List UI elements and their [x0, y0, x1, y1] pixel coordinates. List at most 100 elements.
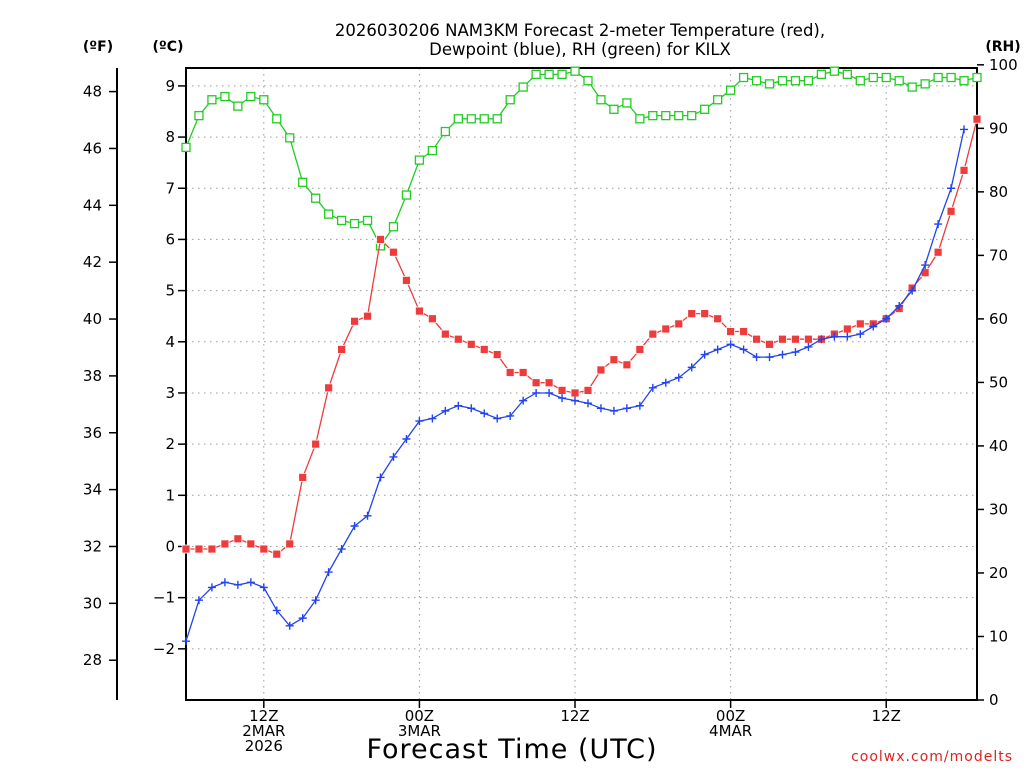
rh-tick-label-50: 50 [989, 373, 1008, 391]
rh-point-52 [855, 76, 865, 86]
c-tick-label-1: 1 [165, 486, 175, 504]
temperature-point-35 [635, 345, 645, 354]
temperature-point-7 [272, 549, 282, 559]
dewpoint-point-59 [947, 184, 956, 193]
rh-tick-label-60: 60 [989, 310, 1008, 328]
dewpoint-point-1 [194, 596, 203, 605]
dewpoint-point-28 [545, 388, 554, 397]
dewpoint-point-54 [882, 314, 891, 323]
c-tick-label-2: 2 [165, 435, 175, 453]
dewpoint-point-11 [324, 568, 333, 577]
dewpoint-point-55 [895, 301, 904, 310]
temperature-point-61 [972, 114, 982, 124]
rh-point-60 [959, 76, 969, 86]
dewpoint-point-44 [752, 353, 761, 362]
dewpoint-point-10 [311, 596, 320, 605]
rh-point-5 [246, 91, 256, 102]
rh-point-36 [648, 110, 658, 121]
temperature-point-28 [544, 378, 554, 388]
dewpoint-point-3 [220, 578, 229, 587]
temperature-point-58 [933, 247, 943, 257]
rh-point-2 [207, 95, 217, 105]
temperature-point-0 [181, 544, 191, 554]
dewpoint-point-5 [246, 578, 255, 587]
rh-point-16 [388, 222, 399, 232]
rh-point-34 [622, 98, 632, 108]
rh-point-24 [492, 114, 502, 124]
rh-point-53 [868, 72, 878, 83]
rh-point-4 [233, 101, 243, 111]
dewpoint-point-9 [298, 614, 307, 623]
dewpoint-point-27 [532, 388, 541, 397]
temperature-point-36 [648, 329, 658, 339]
temperature-point-39 [687, 309, 697, 319]
temperature-point-16 [389, 247, 398, 257]
rh-point-51 [842, 69, 852, 80]
rh-point-39 [687, 110, 697, 121]
f-tick-label-44: 44 [83, 196, 102, 214]
dewpoint-point-34 [622, 404, 631, 413]
rh-point-42 [725, 85, 736, 95]
rh-tick-label-100: 100 [989, 56, 1018, 74]
dewpoint-point-24 [493, 414, 502, 423]
dewpoint-point-16 [389, 452, 398, 461]
credit-text: coolwx.com/modelts [851, 749, 1013, 765]
rh-point-56 [907, 82, 917, 92]
f-tick-label-28: 28 [83, 651, 102, 669]
fahrenheit-unit-label: (ºF) [83, 39, 113, 55]
dewpoint-point-58 [934, 220, 943, 229]
rh-point-45 [764, 79, 775, 89]
rh-point-30 [570, 66, 580, 76]
dewpoint-point-37 [661, 378, 670, 387]
temperature-point-1 [194, 544, 204, 554]
x-tick-label-18-1: 3MAR [398, 722, 441, 740]
chart-axes: 2830323436384042444648−2−101234567890102… [83, 56, 1018, 755]
x-axis-title: Forecast Time (UTC) [366, 734, 657, 765]
temperature-point-20 [440, 329, 450, 339]
rh-point-54 [881, 72, 891, 83]
rh-tick-label-90: 90 [989, 119, 1008, 137]
temperature-point-4 [233, 534, 243, 544]
rh-unit-label: (RH) [985, 39, 1020, 55]
c-tick-label--1: −1 [153, 589, 175, 607]
rh-tick-label-80: 80 [989, 183, 1008, 201]
c-tick-label-3: 3 [165, 384, 175, 402]
dewpoint-point-40 [700, 350, 709, 359]
temperature-point-12 [337, 345, 347, 354]
dewpoint-point-51 [843, 332, 852, 341]
rh-point-18 [414, 155, 425, 165]
rh-point-48 [803, 76, 814, 86]
dewpoint-point-20 [441, 406, 450, 415]
temperature-point-60 [959, 165, 969, 175]
x-tick-label-54-0: 12Z [872, 707, 901, 725]
temperature-point-40 [700, 309, 710, 319]
temperature-point-3 [220, 539, 230, 549]
temperature-point-13 [350, 316, 359, 326]
temperature-point-51 [842, 324, 852, 334]
temperature-point-34 [622, 360, 632, 370]
rh-point-43 [738, 72, 749, 83]
dewpoint-point-12 [337, 545, 346, 554]
rh-point-46 [777, 76, 788, 86]
dewpoint-point-36 [648, 383, 657, 392]
rh-point-57 [920, 79, 930, 89]
f-tick-label-32: 32 [83, 537, 102, 555]
x-tick-label-18-0: 00Z [405, 707, 434, 725]
rh-point-59 [946, 72, 956, 83]
rh-point-13 [349, 218, 360, 229]
temperature-point-46 [778, 334, 787, 344]
dewpoint-point-23 [480, 409, 489, 418]
temperature-point-41 [713, 314, 723, 324]
temperature-point-44 [752, 334, 761, 344]
dewpoint-point-39 [687, 363, 696, 372]
rh-point-21 [453, 114, 463, 124]
dewpoint-point-57 [921, 261, 930, 270]
f-tick-label-48: 48 [83, 83, 102, 101]
rh-point-19 [427, 145, 438, 156]
temperature-point-25 [505, 368, 515, 377]
f-tick-label-30: 30 [83, 594, 102, 612]
rh-point-41 [713, 95, 723, 105]
chart-title-line-2: Dewpoint (blue), RH (green) for KILX [429, 40, 731, 59]
dewpoint-point-35 [635, 401, 644, 410]
rh-point-35 [635, 114, 645, 124]
